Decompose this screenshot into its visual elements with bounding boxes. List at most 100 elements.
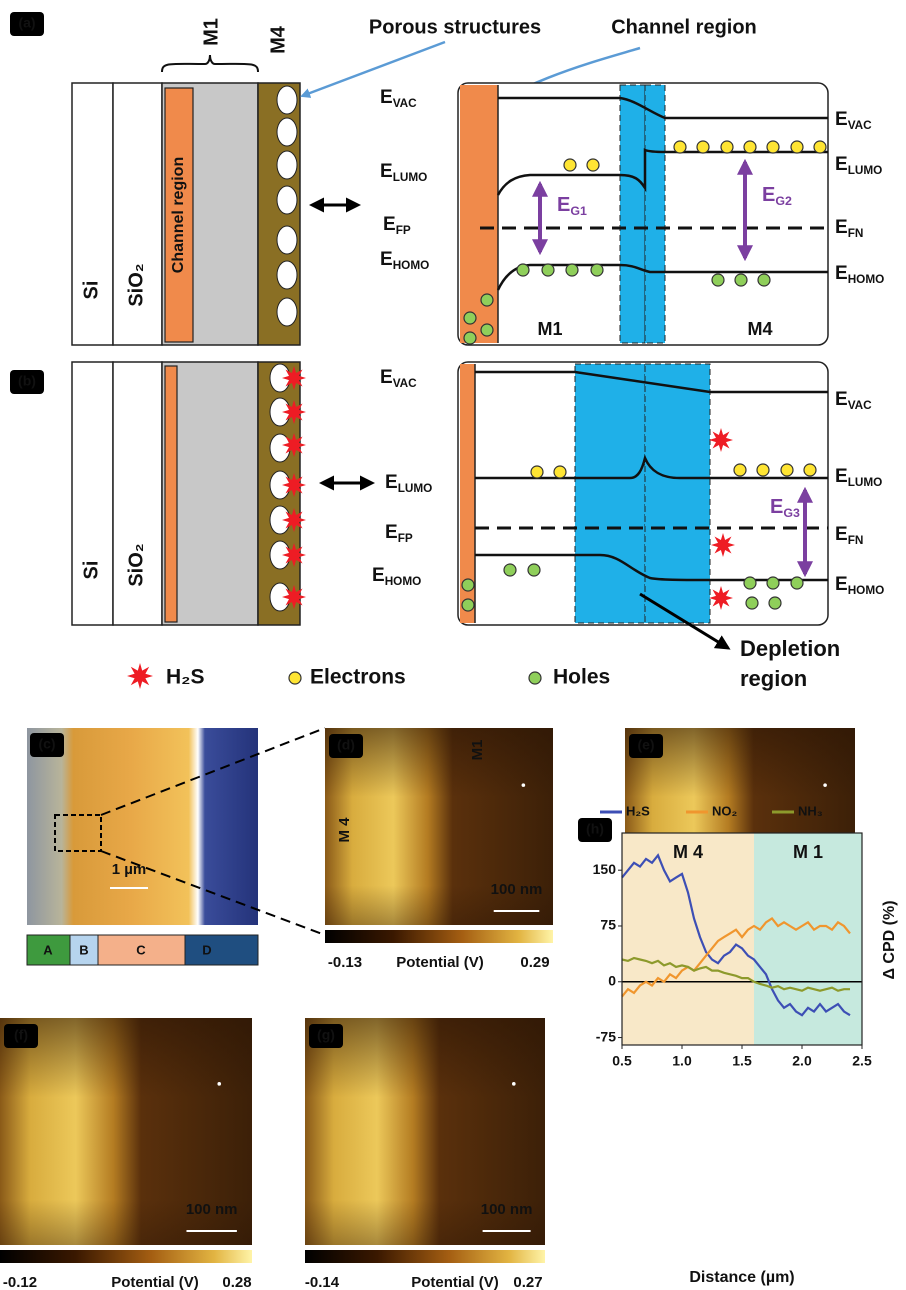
energy-base: E [835,389,848,410]
energy-label: EG2 [762,184,792,208]
energy-base: E [835,217,848,238]
h2s-molecule [282,433,306,457]
electron [288,671,302,685]
energy-sub: VAC [848,119,872,132]
energy-sub: FN [848,227,864,240]
energy-sub: FN [848,534,864,547]
region [754,833,862,1045]
label: M 1 [793,842,823,862]
label: Channel region [170,157,187,273]
electron [586,158,600,172]
label: (f) [14,1027,28,1043]
label: Si [80,281,102,300]
hole [516,263,530,277]
energy-sub: FP [398,532,413,545]
energy-label: EG3 [770,496,800,520]
energy-label: EHOMO [835,263,884,286]
electron [720,140,734,154]
energy-base: E [380,249,393,270]
energy-label: ELUMO [835,466,882,489]
zoom-line [100,850,326,936]
label: 1 µm [112,861,147,878]
label: H₂S [166,666,205,689]
label: (c) [38,736,55,752]
topography [27,728,258,925]
hole [734,273,748,287]
hole [527,563,541,577]
sio2-layer [112,82,163,346]
map-shading [0,1018,252,1245]
energy-sub: LUMO [848,476,883,489]
h2s-molecule [282,585,306,609]
energy-base: E [380,161,393,182]
label: (g) [317,1027,335,1043]
energy-sub: HOMO [848,273,885,286]
callout-arrow [300,40,446,98]
label: 100 nm [186,1201,238,1218]
series-line [621,956,850,992]
hole [528,671,542,685]
channel-strip [460,364,475,623]
panel-label-box [629,734,663,758]
label: M 4 [673,842,703,862]
electron [563,158,577,172]
colorbar [305,1250,545,1263]
depletion-strip [644,363,711,624]
energy-base: E [380,367,393,388]
label: M4 [747,319,772,339]
energy-base: E [762,184,775,206]
hole [766,576,780,590]
electron [696,140,710,154]
label: Holes [553,666,610,689]
colorbar [325,930,553,943]
label: (e) [637,737,654,753]
device-a [71,54,301,346]
energy-base: E [383,214,396,235]
homo-level [496,263,828,291]
hole [461,598,475,612]
label: D [202,942,211,957]
hot-spot [512,1082,516,1086]
energy-sub: G1 [570,204,587,218]
homo-level [475,553,828,582]
lumo-level [496,148,828,196]
label: (b) [18,373,36,389]
h2s-molecule [282,543,306,567]
label: -0.13 [328,954,362,971]
pore [276,85,298,115]
pore [276,260,298,290]
pore [276,185,298,215]
vac-level [498,96,828,120]
energy-label: ELUMO [835,154,882,177]
x-tick-label: 1.5 [732,1053,752,1069]
panel-label-box [10,12,44,36]
h2s-molecule [282,400,306,424]
energy-label: EVAC [835,389,872,412]
hole [463,311,477,325]
channel-strip [460,85,498,343]
label: Si [80,561,102,580]
colorbar [0,1250,252,1263]
energy-sub: G2 [775,194,792,208]
label: Channel region [611,16,757,38]
energy-sub: HOMO [385,575,422,588]
energy-label: EVAC [380,87,417,110]
energy-base: E [385,472,398,493]
series-line [621,853,851,1017]
y-tick-label: 0 [608,972,616,988]
label: M1 [537,319,562,339]
electron [673,140,687,154]
energy-label: EVAC [380,367,417,390]
electron [766,140,780,154]
label: H₂S [626,803,650,818]
label: Distance (µm) [689,1269,794,1286]
label: (a) [18,15,35,31]
energy-sub: VAC [393,97,417,110]
label: Depletion [740,636,840,661]
panel-label-box [309,1024,343,1048]
h2s-molecule [711,533,735,557]
energy-sub: HOMO [848,584,885,597]
y-tick-label: 75 [600,917,616,933]
label: 0.29 [520,954,549,971]
